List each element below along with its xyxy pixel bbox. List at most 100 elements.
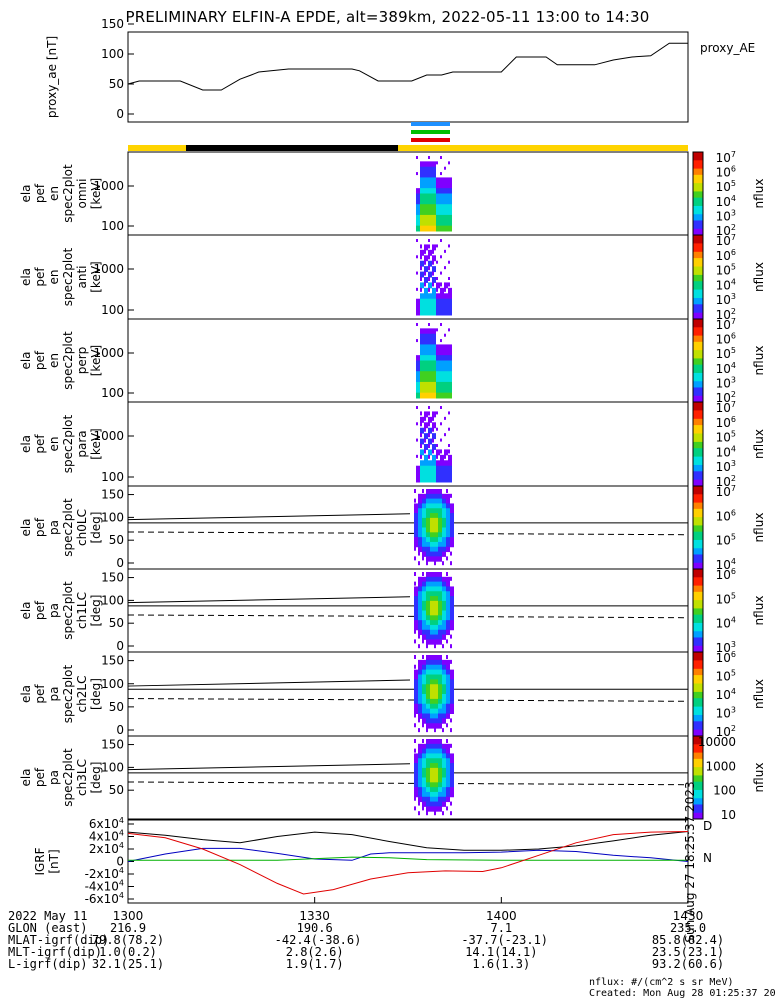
omni-cell [416, 204, 420, 211]
ch0LC-cell [422, 537, 426, 543]
anti-colorbar-band [693, 241, 703, 244]
ch0LC-cell [426, 498, 430, 504]
ch1LC-cell [434, 634, 438, 640]
ch3LC-cell [426, 767, 430, 774]
ch0LC-cell [414, 522, 418, 528]
para-ylabel-line: spec2plot [61, 414, 75, 473]
para-colorbar-band [693, 429, 703, 432]
ch2LC-colorbar-band [693, 729, 703, 733]
ch2LC-cell [414, 684, 418, 690]
ch3LC-ylabel-line: pef [33, 767, 47, 787]
perp-cell [428, 349, 432, 356]
ch0LC-cell [434, 537, 438, 543]
ch0LC-cell [434, 493, 438, 500]
spectrogram-cell [428, 406, 430, 409]
ch2LC-cell [442, 718, 446, 724]
igrf-legend-n: N [703, 851, 712, 865]
ch2LC-cell [426, 659, 430, 666]
ch2LC-cell [434, 694, 438, 700]
ch1LC-cell [430, 610, 434, 616]
para-colorbar-band [693, 416, 703, 420]
footnote-units: nflux: #/(cm^2 s sr MeV) [589, 977, 734, 988]
ch3LC-colorbar-band [693, 744, 703, 747]
igrf-series-line [127, 831, 689, 895]
ch3LC-cell [446, 743, 450, 750]
para-colorbar-band [693, 408, 703, 411]
ch1LC-colorbar-band [693, 581, 703, 585]
para-cell [444, 460, 448, 467]
ch0LC-cell [446, 508, 450, 514]
omni-colorbar-band [693, 160, 703, 163]
anti-colorbar-tick: 106 [716, 248, 736, 263]
ch1LC-colorbar-tick: 106 [716, 567, 736, 582]
ch0LC-cell [418, 532, 422, 538]
para-colorbar-band [693, 412, 703, 416]
para-cell [424, 471, 428, 478]
para-ylabel-line: ela [19, 435, 33, 453]
spectrogram-cell [450, 659, 452, 664]
spectrogram-cell [420, 454, 422, 459]
ch0LC-cell [422, 503, 426, 509]
ch3LC-cell [434, 763, 438, 769]
spectrogram-cell [418, 561, 420, 566]
ch1LC-cell [426, 610, 430, 616]
ch0LC-cell [418, 513, 422, 519]
ch3LC-cell [418, 791, 422, 798]
anti-colorbar-band [693, 298, 703, 301]
anti-cell [420, 282, 424, 289]
ch2LC-cell [450, 674, 454, 680]
spectrogram-cell [450, 718, 452, 723]
ch1LC-colorbar-band [693, 622, 703, 626]
ch0LC-cell [422, 527, 426, 533]
para-cell [428, 476, 432, 483]
spectrogram-cell [440, 282, 442, 287]
perp-cell [428, 344, 432, 351]
omni-cell [444, 182, 448, 189]
ch0LC-antiloss-line [127, 531, 689, 536]
footer-row-value: 1.6(1.3) [472, 957, 531, 971]
spectrogram-cell [416, 438, 418, 442]
ch0LC-cell [418, 527, 422, 533]
spectrogram-cell [444, 454, 446, 459]
ch0LC-cell [438, 508, 442, 514]
ch1LC-cell [442, 624, 446, 631]
ch1LC-colorbar-band [693, 604, 703, 607]
ch2LC-cell [430, 655, 434, 661]
ch1LC-cell [422, 620, 426, 626]
ch2LC-cell [446, 679, 450, 685]
footer-row-value: 14.1(14.1) [465, 945, 538, 959]
perp-colorbar-band [693, 335, 703, 339]
perp-cell [432, 328, 436, 335]
spectrogram-cell [448, 282, 450, 287]
ch2LC-cell [418, 708, 422, 714]
ch3LC-colorbar-band [693, 758, 703, 762]
perp-cell [432, 333, 436, 340]
ch1LC-colorbar-band [693, 614, 703, 618]
omni-ylabel-line: en [47, 186, 61, 201]
ch1LC-cell [438, 576, 442, 583]
proxy-ae-legend: proxy_AE [700, 41, 755, 55]
para-cell [436, 476, 440, 483]
anti-colorbar-band [693, 239, 703, 242]
perp-cell [424, 355, 428, 361]
spectrogram-cell [434, 728, 436, 733]
ch1LC-cell [418, 586, 422, 592]
ch3LC-colorbar-band [693, 785, 703, 789]
spectrogram-cell [450, 801, 452, 806]
spectrogram-cell [422, 723, 424, 728]
perp-cell [436, 376, 440, 383]
ch0LC-colorbar-band [693, 496, 703, 499]
anti-cell [428, 271, 432, 278]
omni-cell [432, 198, 436, 205]
anti-colorbar-band [693, 277, 703, 280]
ch1LC-colorbar-band [693, 569, 703, 572]
anti-colorbar-tick: 102 [716, 307, 736, 322]
science-zone-bar [128, 145, 688, 151]
para-colorbar-band [693, 460, 703, 464]
ch3LC-cell [430, 791, 434, 798]
spectrogram-cell [446, 489, 448, 493]
ch2LC-cell [434, 669, 438, 675]
spectrogram-cell [432, 416, 434, 421]
ch3LC-cell [414, 758, 418, 764]
spectrogram-cell [414, 664, 416, 669]
